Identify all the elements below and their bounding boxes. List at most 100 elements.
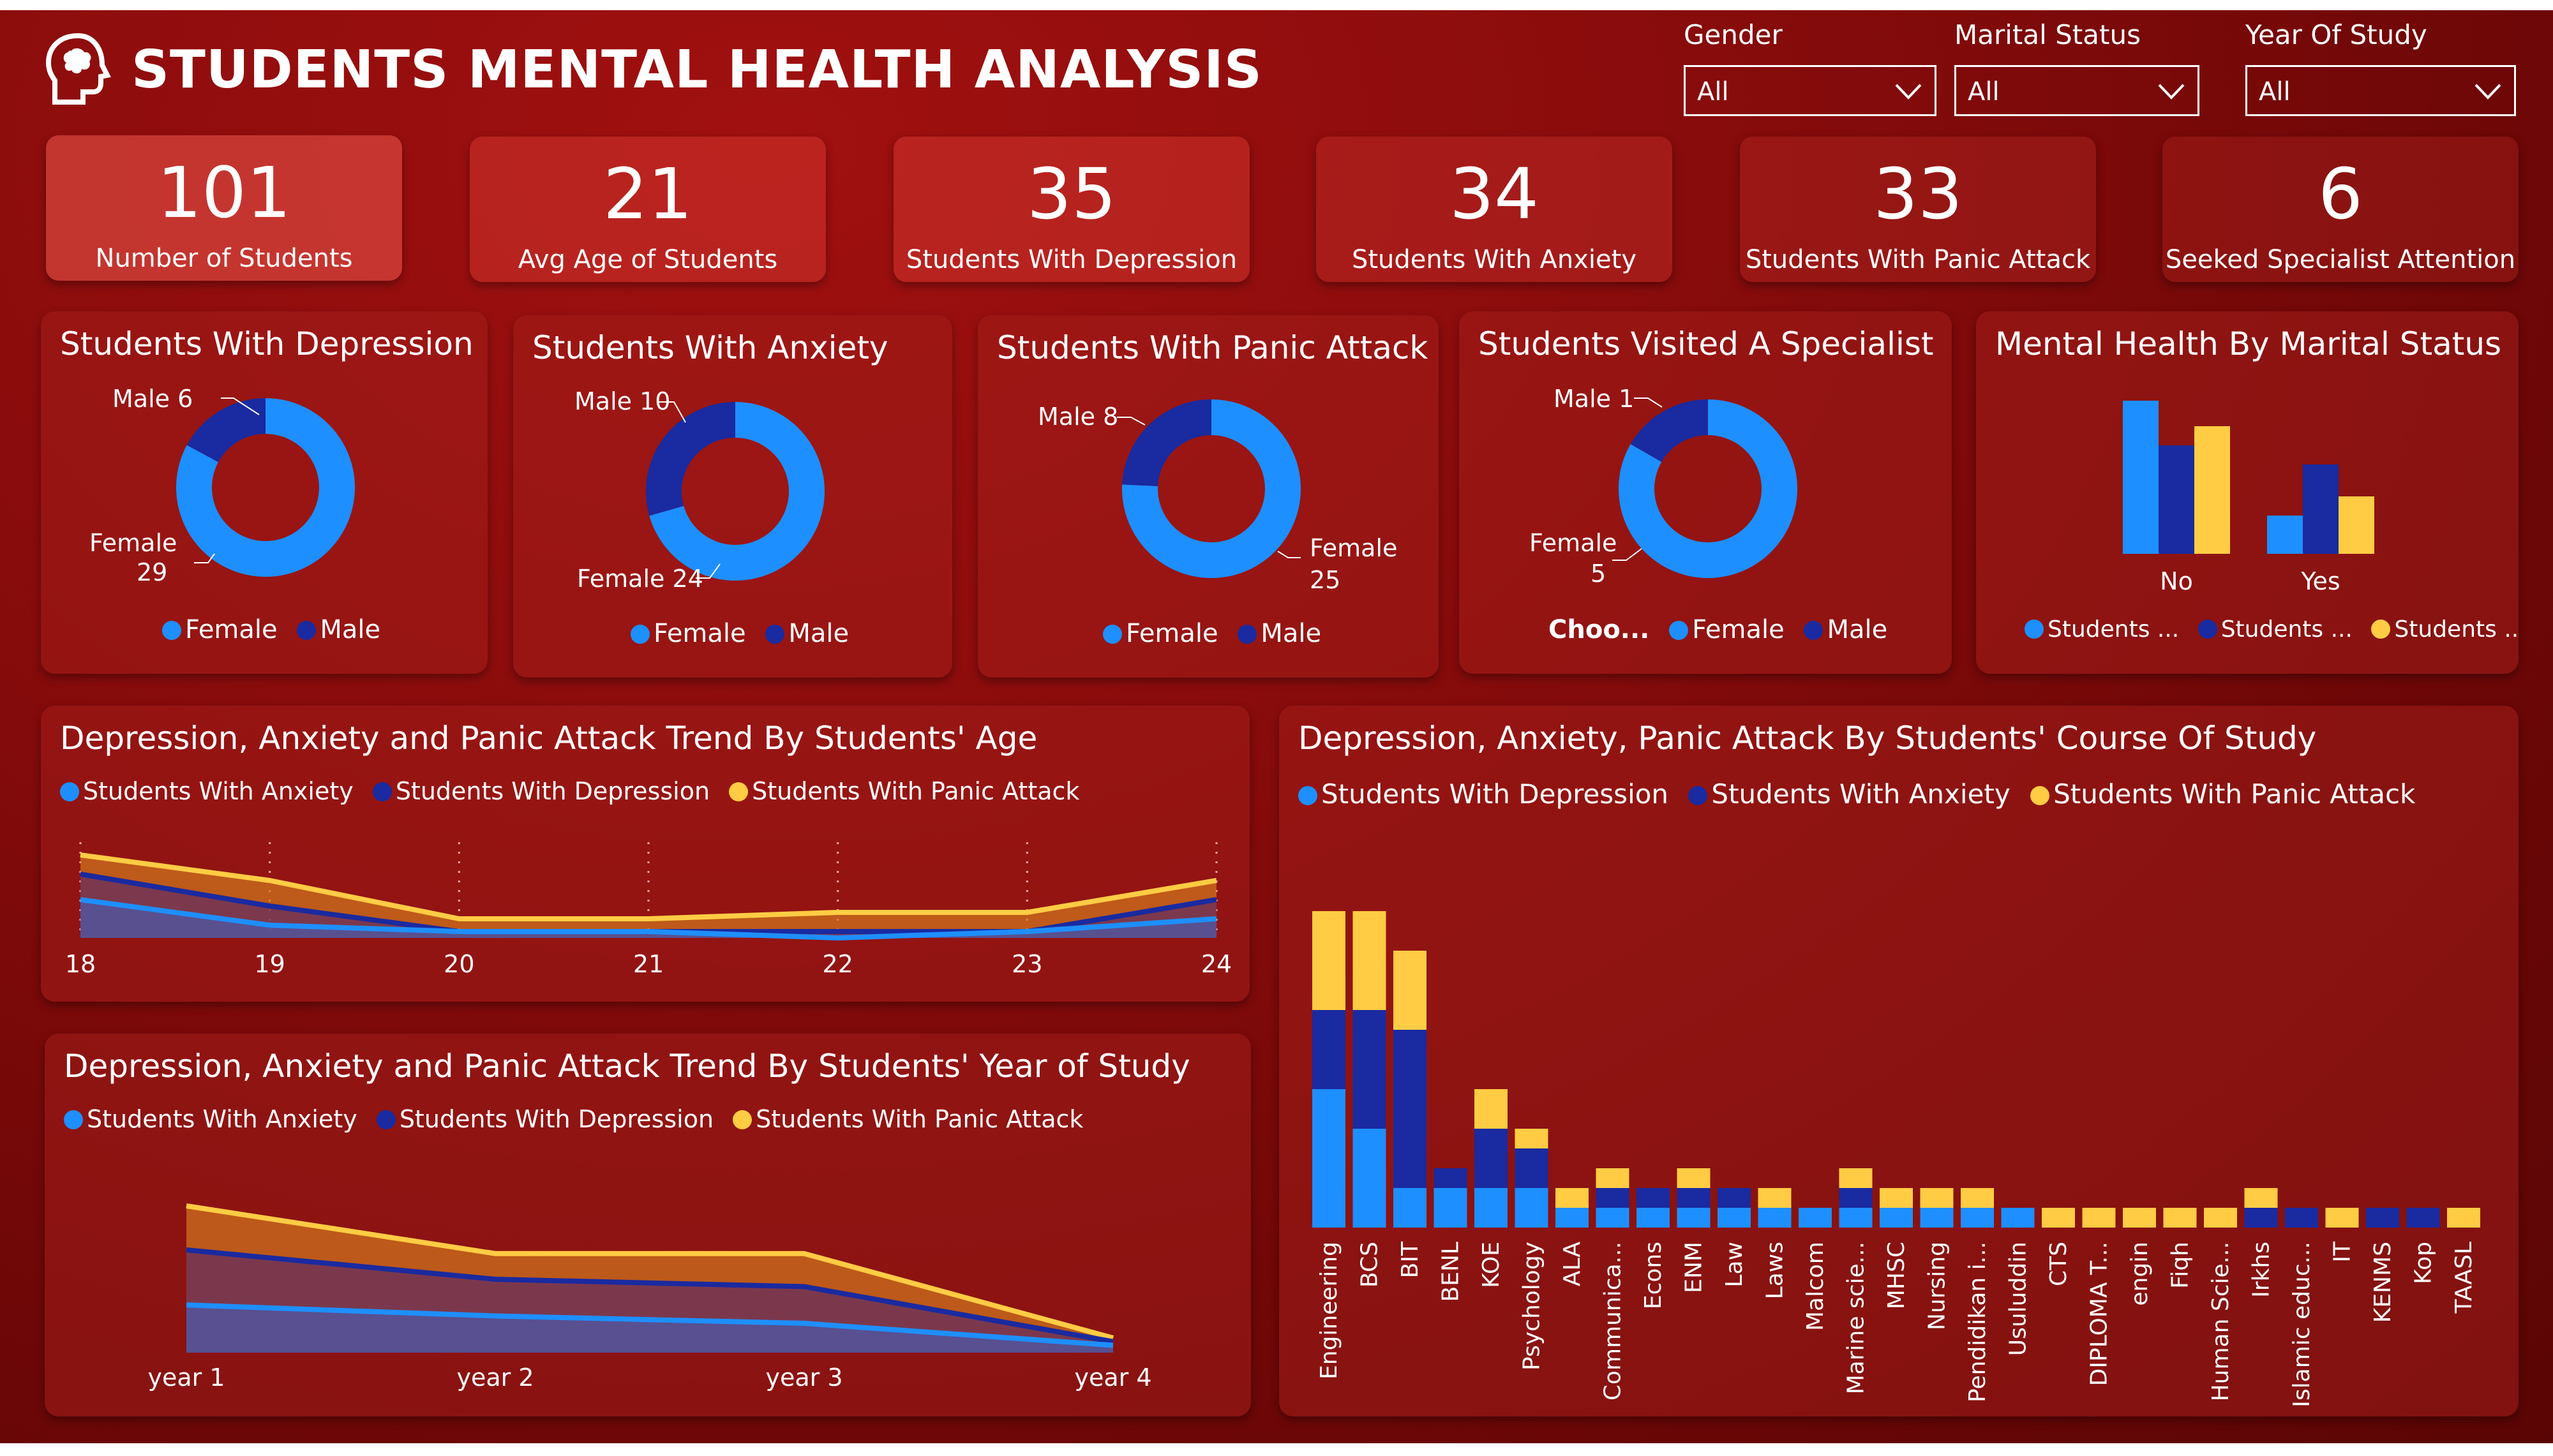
legend-item-series-2[interactable]: Students ... <box>2197 616 2353 643</box>
course-bar-segment[interactable] <box>1961 1188 1994 1208</box>
series-line[interactable] <box>186 1203 1114 1341</box>
course-bar-segment[interactable] <box>1718 1188 1751 1208</box>
course-bar-segment[interactable] <box>1718 1208 1751 1228</box>
donut-slice-male[interactable] <box>646 402 735 516</box>
series-line[interactable] <box>80 897 1217 940</box>
course-bar-segment[interactable] <box>1474 1089 1508 1129</box>
marital-bar[interactable] <box>2123 401 2159 554</box>
marital-bar[interactable] <box>2339 496 2374 554</box>
legend-item-panic[interactable]: Students With Panic Attack <box>729 777 1079 805</box>
course-bar-segment[interactable] <box>2285 1208 2318 1228</box>
legend-item-series-3[interactable]: Students ... <box>2371 616 2519 643</box>
course-bar-segment[interactable] <box>2447 1208 2480 1228</box>
course-bar-segment[interactable] <box>2042 1208 2075 1228</box>
series-line[interactable] <box>186 1302 1114 1348</box>
course-bar-segment[interactable] <box>2082 1208 2116 1228</box>
course-bar-segment[interactable] <box>2366 1208 2399 1228</box>
course-bar-segment[interactable] <box>1596 1208 1629 1228</box>
legend-item-female[interactable]: Female <box>162 615 278 644</box>
course-bar-segment[interactable] <box>1555 1208 1589 1228</box>
course-bar-segment[interactable] <box>1920 1208 1954 1228</box>
legend-item-female[interactable]: Female <box>1103 619 1218 648</box>
legend-item-male[interactable]: Male <box>297 615 380 644</box>
course-bar-segment[interactable] <box>2244 1208 2278 1228</box>
course-bar-segment[interactable] <box>1515 1129 1548 1148</box>
course-bar-segment[interactable] <box>1596 1188 1629 1208</box>
course-bar-segment[interactable] <box>1515 1148 1548 1188</box>
course-bar-segment[interactable] <box>2163 1208 2197 1228</box>
gender-dropdown[interactable]: All <box>1684 65 1936 116</box>
course-bar-segment[interactable] <box>1677 1168 1711 1188</box>
course-bar-segment[interactable] <box>1677 1208 1711 1228</box>
course-bar-segment[interactable] <box>1636 1208 1670 1228</box>
female-data-value: 5 <box>1591 560 1606 588</box>
course-bar-segment[interactable] <box>1799 1208 1832 1228</box>
course-bar-segment[interactable] <box>1839 1168 1873 1188</box>
legend-item-anxiety[interactable]: Students With Anxiety <box>1688 778 2010 810</box>
x-tick-label: 21 <box>633 950 664 978</box>
marital-bar[interactable] <box>2159 445 2194 554</box>
course-bar-segment[interactable] <box>1596 1168 1629 1188</box>
series-line[interactable] <box>80 852 1217 921</box>
course-bar-segment[interactable] <box>1758 1188 1792 1208</box>
course-bar-segment[interactable] <box>1636 1188 1670 1208</box>
course-bar-segment[interactable] <box>1312 1010 1345 1089</box>
legend-scroll-prefix[interactable]: Choo... <box>1548 615 1650 644</box>
legend-item-depression[interactable]: Students With Depression <box>376 1105 714 1133</box>
course-bar-segment[interactable] <box>1393 951 1426 1030</box>
donut-slice-male[interactable] <box>186 398 266 463</box>
donut-slice-female[interactable] <box>1619 399 1797 578</box>
course-bar-segment[interactable] <box>2406 1208 2440 1228</box>
course-bar-segment[interactable] <box>1920 1188 1954 1208</box>
course-bar-segment[interactable] <box>1434 1168 1467 1188</box>
course-bar-segment[interactable] <box>1352 1010 1386 1129</box>
marital-bar[interactable] <box>2303 464 2339 554</box>
legend-item-female[interactable]: Female <box>1669 615 1785 644</box>
year-of-study-dropdown[interactable]: All <box>2245 65 2516 116</box>
legend-item-depression[interactable]: Students With Depression <box>372 777 710 805</box>
legend-item-depression[interactable]: Students With Depression <box>1298 778 1668 810</box>
donut-slice-female[interactable] <box>1122 399 1301 578</box>
legend-item-male[interactable]: Male <box>1238 619 1321 648</box>
course-bar-segment[interactable] <box>1839 1188 1873 1208</box>
course-bar-segment[interactable] <box>1393 1030 1426 1188</box>
x-tick-label: Usuluddin <box>2005 1242 2032 1356</box>
course-bar-segment[interactable] <box>1312 911 1345 1010</box>
legend-item-male[interactable]: Male <box>1804 615 1887 644</box>
course-bar-segment[interactable] <box>1555 1188 1589 1208</box>
course-bar-segment[interactable] <box>2123 1208 2156 1228</box>
donut-slice-male[interactable] <box>1122 399 1211 487</box>
legend-item-series-1[interactable]: Students ... <box>2025 616 2179 643</box>
donut-slice-male[interactable] <box>1630 399 1708 462</box>
course-bar-segment[interactable] <box>1474 1188 1508 1228</box>
legend-item-anxiety[interactable]: Students With Anxiety <box>60 777 354 805</box>
marital-bar[interactable] <box>2194 426 2230 554</box>
course-bar-segment[interactable] <box>1312 1089 1345 1228</box>
course-bar-segment[interactable] <box>2204 1208 2237 1228</box>
legend-item-female[interactable]: Female <box>631 619 746 648</box>
series-line[interactable] <box>186 1247 1114 1344</box>
marital-status-dropdown[interactable]: All <box>1954 65 2199 116</box>
marital-bar[interactable] <box>2267 516 2303 554</box>
course-bar-segment[interactable] <box>1434 1188 1467 1228</box>
course-bar-segment[interactable] <box>1515 1188 1548 1228</box>
course-bar-segment[interactable] <box>2325 1208 2359 1228</box>
course-bar-segment[interactable] <box>1393 1188 1426 1228</box>
legend-item-panic[interactable]: Students With Panic Attack <box>2030 778 2415 810</box>
course-bar-segment[interactable] <box>1474 1129 1508 1188</box>
course-bar-segment[interactable] <box>2244 1188 2278 1208</box>
course-bar-segment[interactable] <box>1961 1208 1994 1228</box>
course-bar-segment[interactable] <box>2001 1208 2035 1228</box>
donut-slice-female[interactable] <box>649 402 825 581</box>
course-bar-segment[interactable] <box>1352 1129 1386 1228</box>
course-bar-segment[interactable] <box>1758 1208 1792 1228</box>
donut-slice-female[interactable] <box>176 398 355 577</box>
course-bar-segment[interactable] <box>1880 1208 1913 1228</box>
legend-item-panic[interactable]: Students With Panic Attack <box>733 1105 1083 1133</box>
course-bar-segment[interactable] <box>1352 911 1386 1010</box>
course-bar-segment[interactable] <box>1839 1208 1873 1228</box>
course-bar-segment[interactable] <box>1880 1188 1913 1208</box>
course-bar-segment[interactable] <box>1677 1188 1711 1208</box>
legend-item-anxiety[interactable]: Students With Anxiety <box>64 1105 357 1133</box>
legend-item-male[interactable]: Male <box>765 619 849 648</box>
